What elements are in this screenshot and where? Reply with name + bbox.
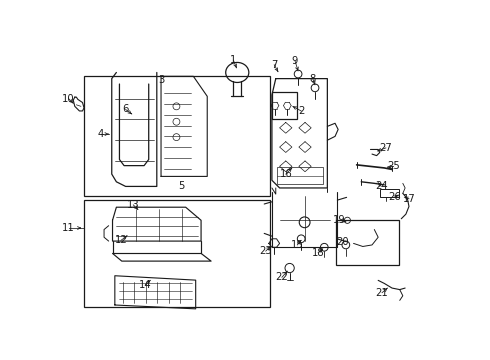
Text: 22: 22 bbox=[275, 272, 288, 282]
Bar bbox=[84, 200, 270, 307]
Text: 11: 11 bbox=[62, 223, 75, 233]
Text: 16: 16 bbox=[279, 169, 292, 179]
Text: 5: 5 bbox=[179, 181, 185, 192]
Text: 1: 1 bbox=[230, 55, 237, 65]
Bar bbox=[380, 189, 399, 197]
Text: 12: 12 bbox=[115, 235, 127, 245]
Text: 10: 10 bbox=[62, 94, 75, 104]
Text: 15: 15 bbox=[291, 240, 304, 250]
Bar bbox=[84, 76, 270, 195]
Text: 4: 4 bbox=[98, 129, 104, 139]
Text: 19: 19 bbox=[333, 215, 346, 225]
Text: 6: 6 bbox=[122, 104, 129, 114]
Bar bbox=[276, 167, 323, 184]
Text: 14: 14 bbox=[139, 280, 152, 290]
Text: 17: 17 bbox=[403, 194, 416, 204]
Text: 8: 8 bbox=[310, 73, 316, 84]
Text: 3: 3 bbox=[158, 75, 164, 85]
Text: 21: 21 bbox=[376, 288, 389, 298]
Text: 27: 27 bbox=[379, 143, 392, 153]
Text: 23: 23 bbox=[259, 246, 272, 256]
Text: 25: 25 bbox=[387, 161, 400, 171]
Text: 13: 13 bbox=[127, 200, 140, 210]
Bar bbox=[272, 92, 296, 119]
Text: 20: 20 bbox=[337, 237, 349, 247]
Text: 7: 7 bbox=[271, 60, 277, 70]
Text: 18: 18 bbox=[312, 248, 324, 258]
Bar bbox=[336, 220, 399, 265]
Text: 24: 24 bbox=[375, 181, 388, 192]
Text: 9: 9 bbox=[292, 56, 298, 66]
Text: 26: 26 bbox=[389, 192, 401, 202]
Text: 2: 2 bbox=[298, 106, 304, 116]
